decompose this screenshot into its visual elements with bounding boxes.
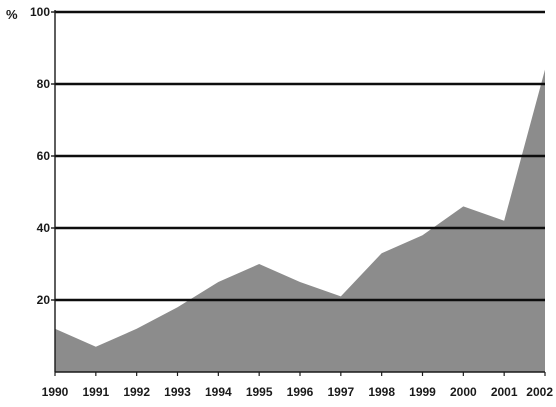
y-tick-label-60: 60: [37, 149, 51, 163]
x-tick-label-2000: 2000: [450, 385, 477, 399]
x-tick-label-1996: 1996: [287, 385, 314, 399]
area-layer: [55, 69, 545, 372]
x-tick-labels: 1990 1991 1992 1993 1994 1995 1996 1997 1998 1999…: [42, 385, 554, 399]
y-tick-labels: 20 40 60 80 100: [30, 5, 50, 307]
y-axis-unit-label: %: [6, 7, 18, 22]
x-tick-label-1995: 1995: [246, 385, 273, 399]
x-tick-label-1997: 1997: [327, 385, 354, 399]
y-tick-label-20: 20: [37, 293, 51, 307]
axes: [51, 10, 546, 376]
x-tick-label-1991: 1991: [82, 385, 109, 399]
area-series: [55, 69, 545, 372]
x-tick-label-1993: 1993: [164, 385, 191, 399]
y-tick-label-80: 80: [37, 77, 51, 91]
y-tick-label-100: 100: [30, 5, 50, 19]
x-tick-label-1992: 1992: [123, 385, 150, 399]
x-tick-label-1994: 1994: [205, 385, 232, 399]
x-tick-label-1998: 1998: [368, 385, 395, 399]
gridlines: [55, 10, 545, 302]
x-tick-label-1999: 1999: [409, 385, 436, 399]
x-tick-label-1990: 1990: [42, 385, 69, 399]
y-tick-label-40: 40: [37, 221, 51, 235]
x-tick-label-2002: 2002: [526, 385, 553, 399]
x-tick-label-2001: 2001: [491, 385, 518, 399]
